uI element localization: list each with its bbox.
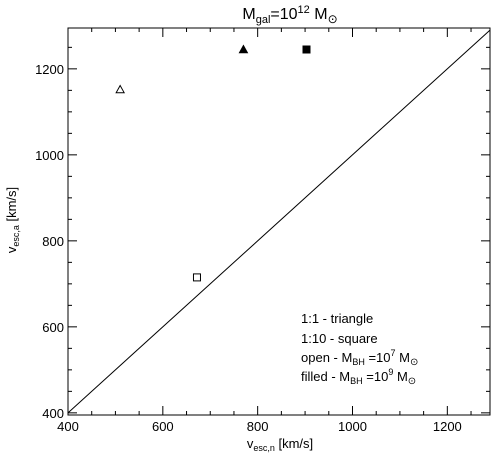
x-tick-label: 1200 [433,419,462,434]
y-tick-label: 600 [42,320,64,335]
y-tick-label: 1200 [35,62,64,77]
filled-triangle-marker [238,44,249,54]
y-tick-label: 1000 [35,148,64,163]
plot-frame [67,27,491,416]
legend-line-4: filled - MBH =109 M⊙ [301,367,416,387]
x-tick-label: 800 [247,419,269,434]
x-tick-label: 400 [57,419,79,434]
x-tick-label: 1000 [338,419,367,434]
x-axis-label: vesc,n [km/s] [247,436,313,453]
legend-line-3: open - MBH =107 M⊙ [301,348,418,368]
y-axis-label: vesc,a [km/s] [4,187,21,253]
chart-title: Mgal=1012 M⊙ [242,4,337,26]
legend-line-2: 1:10 - square [301,331,378,346]
y-tick-label: 800 [42,234,64,249]
legend-line-1: 1:1 - triangle [301,311,373,326]
filled-square-marker [302,45,311,54]
open-triangle-marker [115,84,126,94]
legend: 1:1 - triangle 1:10 - square open - MBH … [301,311,418,387]
x-tick-label: 600 [152,419,174,434]
y-tick-label: 400 [42,406,64,421]
open-square-marker [192,273,201,282]
one-to-one-line [67,29,491,414]
